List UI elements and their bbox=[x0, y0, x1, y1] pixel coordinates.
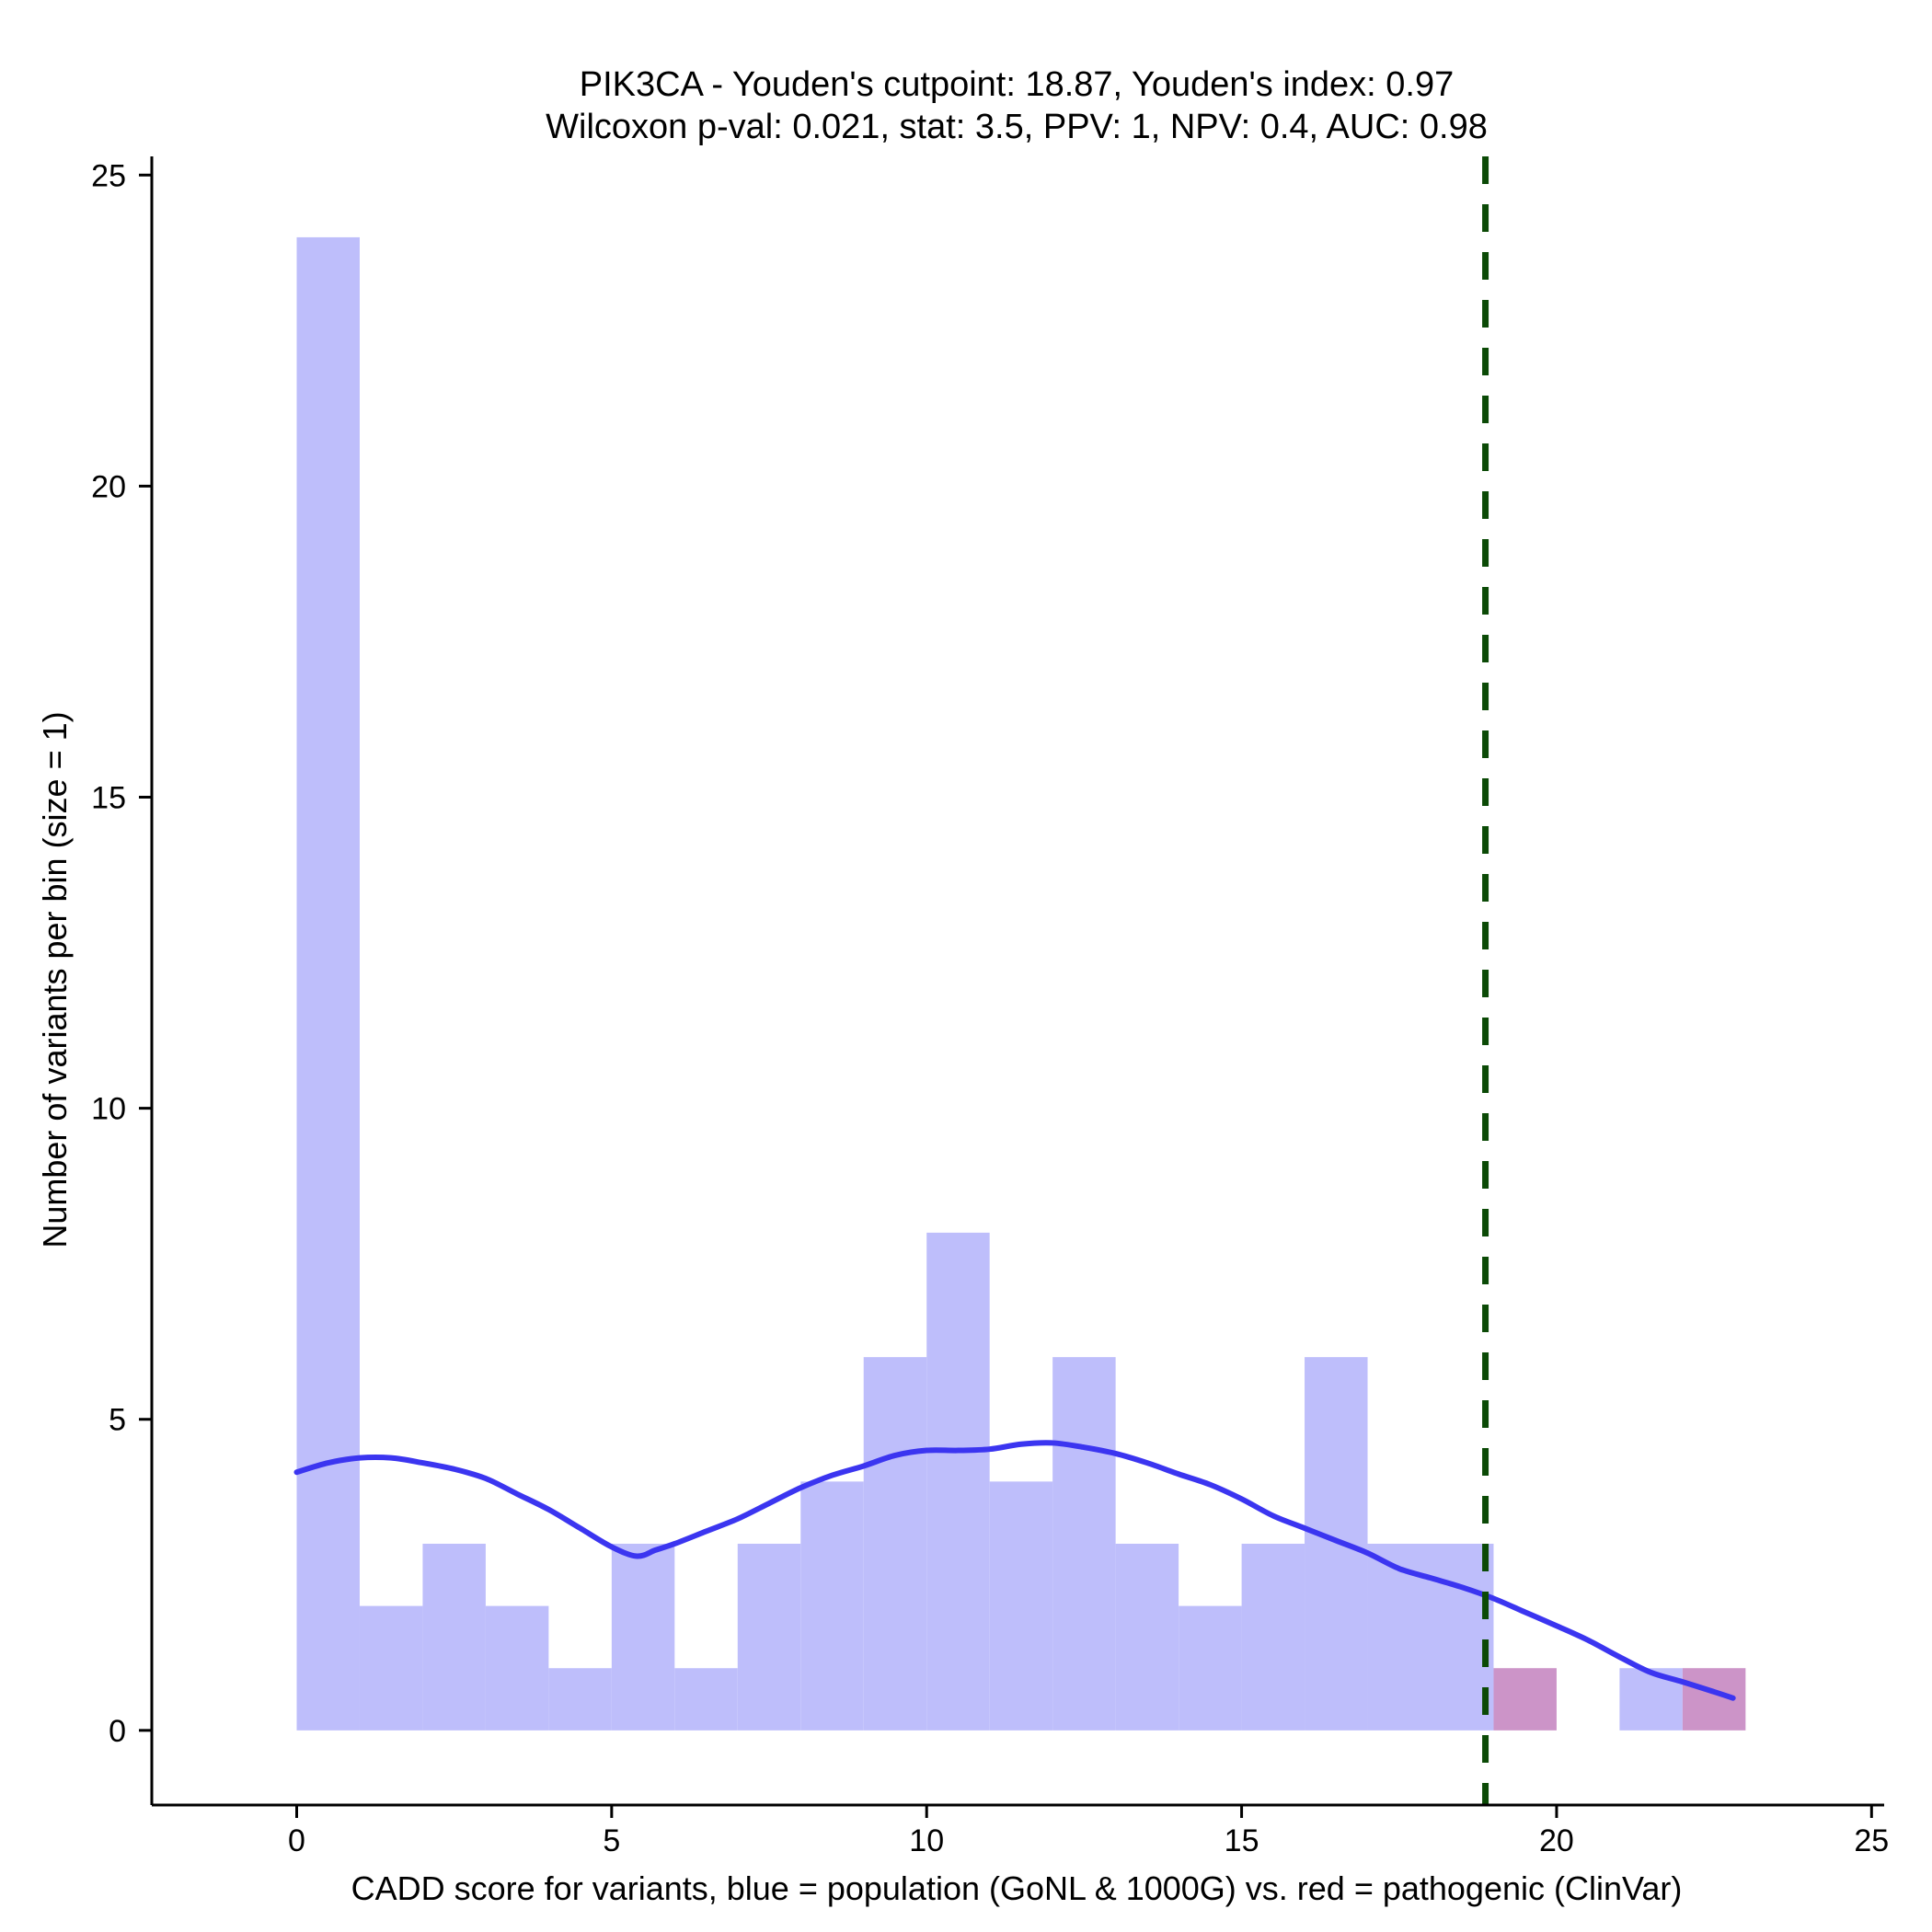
bar-population-9 bbox=[863, 1357, 927, 1731]
bar-population-7 bbox=[737, 1543, 801, 1731]
chart-title-line-2: Wilcoxon p-val: 0.021, stat: 3.5, PPV: 1… bbox=[546, 108, 1488, 146]
bar-population-0 bbox=[296, 236, 360, 1731]
density-layer bbox=[293, 1440, 1736, 1701]
x-tick-label-25: 25 bbox=[1854, 1823, 1889, 1858]
x-tick-label-5: 5 bbox=[603, 1823, 620, 1858]
bar-population-12 bbox=[1052, 1357, 1116, 1731]
bar-population-15 bbox=[1241, 1543, 1305, 1731]
x-axis-label: CADD score for variants, blue = populati… bbox=[351, 1869, 1683, 1907]
chart-title-line-1: PIK3CA - Youden's cutpoint: 18.87, Youde… bbox=[580, 65, 1454, 104]
y-axis-label: Number of variants per bin (size = 1) bbox=[36, 711, 74, 1248]
y-tick-label-10: 10 bbox=[91, 1092, 126, 1127]
bar-population-2 bbox=[422, 1543, 486, 1731]
y-tick-label-25: 25 bbox=[91, 158, 126, 193]
y-tick-label-5: 5 bbox=[109, 1403, 126, 1438]
bar-population-16 bbox=[1305, 1357, 1368, 1731]
bar-population-4 bbox=[548, 1668, 612, 1731]
y-tick-label-0: 0 bbox=[109, 1714, 126, 1749]
bar-pathogenic-1 bbox=[1682, 1668, 1746, 1731]
y-tick-label-20: 20 bbox=[91, 469, 126, 504]
bars-layer bbox=[296, 236, 1746, 1731]
bar-population-17 bbox=[1367, 1543, 1431, 1731]
x-tick-label-15: 15 bbox=[1225, 1823, 1259, 1858]
x-tick-label-10: 10 bbox=[909, 1823, 944, 1858]
density-curve bbox=[293, 1440, 1736, 1701]
bar-population-11 bbox=[989, 1481, 1053, 1731]
bar-pathogenic-0 bbox=[1493, 1668, 1557, 1731]
bar-population-5 bbox=[611, 1543, 675, 1731]
x-tick-label-20: 20 bbox=[1539, 1823, 1574, 1858]
bar-population-8 bbox=[800, 1481, 864, 1731]
bar-population-6 bbox=[674, 1668, 738, 1731]
axes-layer bbox=[150, 156, 1884, 1807]
x-tick-label-0: 0 bbox=[288, 1823, 305, 1858]
ticks-layer: 0 5 10 15 20 25 0 5 10 15 20 25 bbox=[91, 158, 1889, 1858]
bar-population-14 bbox=[1179, 1605, 1242, 1731]
bar-population-1 bbox=[359, 1605, 423, 1731]
y-tick-label-15: 15 bbox=[91, 781, 126, 816]
bar-population-10 bbox=[926, 1232, 990, 1731]
bar-population-13 bbox=[1115, 1543, 1179, 1731]
bar-population-3 bbox=[485, 1605, 549, 1731]
